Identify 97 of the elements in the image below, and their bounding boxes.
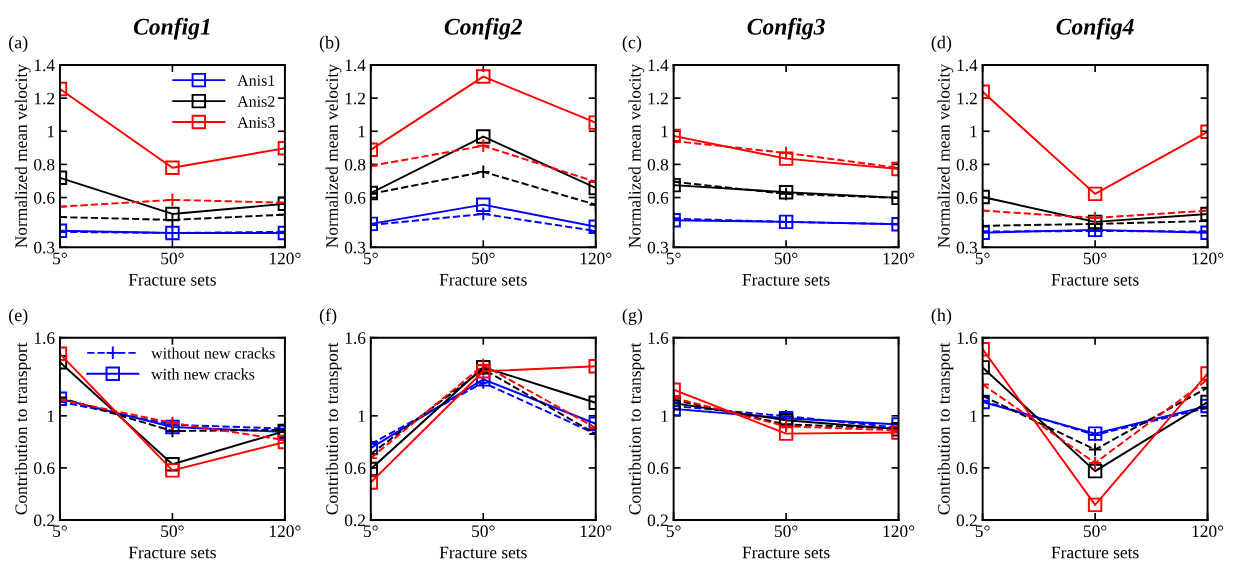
y-tick-label: 1.6	[957, 332, 978, 344]
y-tick-label: 1.4	[34, 59, 55, 72]
y-tick-label: 1	[661, 410, 668, 422]
text: (g)	[622, 308, 643, 325]
y-tick-label: 0.3	[344, 241, 366, 254]
x-axis-title: Fracture sets	[742, 546, 830, 559]
y-axis-title: Contribution to transport	[937, 342, 954, 515]
x-tick-label: 5°	[364, 525, 378, 538]
x-axis-title: Fracture sets	[742, 274, 830, 286]
legend-label: without new cracks	[151, 347, 275, 359]
y-tick-label: 1	[661, 125, 668, 138]
y-tick-label: 1	[47, 125, 55, 138]
x-axis-title: Fracture sets	[1051, 546, 1139, 559]
y-axis-title: Normalized mean velocity	[325, 64, 342, 248]
chart-title: Config1	[133, 17, 210, 40]
x-tick-label: 50°	[472, 252, 495, 265]
y-tick-label: 0.2	[34, 514, 55, 527]
y-axis-title: Normalized mean velocity	[628, 64, 645, 248]
text: (c)	[622, 35, 642, 53]
chart-title: Config2	[444, 17, 523, 40]
y-tick-label: 1.6	[648, 332, 669, 344]
chart-title: Config4	[1056, 17, 1134, 40]
x-tick-label: 50°	[1083, 525, 1107, 538]
y-tick-label: 1.2	[957, 92, 977, 105]
x-tick-label: 120°	[1192, 252, 1224, 265]
y-tick-label: 1.4	[648, 59, 669, 72]
x-tick-label: 120°	[269, 252, 301, 265]
x-tick-label: 120°	[580, 252, 612, 265]
y-axis-title: Contribution to transport	[14, 342, 31, 515]
y-tick-label: 0.2	[956, 514, 977, 527]
x-tick-label: 5°	[975, 525, 990, 538]
chart-title: Config3	[747, 17, 825, 40]
y-axis-title: Normalized mean velocity	[937, 64, 954, 248]
y-tick-label: 0.6	[34, 462, 55, 475]
y-tick-label: 0.8	[647, 158, 669, 171]
x-tick-label: 50°	[472, 525, 495, 538]
text: (e)	[9, 308, 28, 325]
y-tick-label: 1	[358, 410, 365, 422]
x-tick-label: 50°	[1083, 252, 1107, 265]
y-axis-title: Contribution to transport	[325, 342, 342, 515]
y-axis-title: Contribution to transport	[628, 342, 645, 515]
x-tick-label: 5°	[975, 252, 990, 265]
y-tick-label: 1	[970, 125, 977, 138]
y-tick-label: 0.3	[647, 241, 669, 254]
x-tick-label: 50°	[774, 525, 798, 538]
x-tick-label: 50°	[161, 525, 184, 538]
x-tick-label: 120°	[269, 525, 301, 538]
x-axis-title: Fracture sets	[439, 546, 527, 559]
y-tick-label: 1.4	[345, 59, 366, 72]
text: (h)	[931, 308, 952, 325]
y-tick-label: 1.4	[957, 59, 978, 72]
legend-label: with new cracks	[151, 368, 255, 380]
x-tick-label: 5°	[53, 525, 67, 538]
x-axis-title: Fracture sets	[439, 274, 527, 286]
y-axis-title: Normalized mean velocity	[14, 64, 31, 248]
x-tick-label: 5°	[364, 252, 378, 265]
y-tick-label: 0.8	[956, 158, 978, 171]
x-tick-label: 120°	[883, 525, 915, 538]
x-axis-title: Fracture sets	[1051, 274, 1139, 286]
x-axis-title: Fracture sets	[128, 546, 216, 559]
y-tick-label: 0.2	[647, 514, 668, 527]
x-tick-label: 5°	[666, 525, 681, 538]
y-tick-label: 1.2	[34, 92, 55, 105]
legend-label: Anis2	[237, 96, 275, 107]
y-tick-label: 0.6	[956, 462, 978, 475]
y-tick-label: 0.6	[344, 192, 366, 204]
x-tick-label: 5°	[666, 252, 681, 265]
x-axis-title: Fracture sets	[128, 274, 216, 286]
x-tick-label: 50°	[161, 252, 184, 265]
x-tick-label: 50°	[774, 252, 798, 265]
y-tick-label: 1.2	[345, 92, 365, 105]
x-tick-label: 120°	[883, 252, 915, 265]
text: (a)	[9, 35, 28, 53]
x-tick-label: 120°	[580, 525, 612, 538]
y-tick-label: 1	[970, 410, 977, 422]
y-tick-label: 0.6	[34, 192, 55, 204]
y-tick-label: 1.2	[648, 92, 668, 105]
y-tick-label: 1	[47, 410, 55, 422]
y-tick-label: 0.6	[344, 462, 366, 475]
y-tick-label: 0.3	[34, 241, 55, 254]
y-tick-label: 0.6	[647, 192, 669, 204]
y-tick-label: 1.6	[345, 332, 366, 344]
y-tick-label: 1.6	[34, 332, 55, 344]
legend-label: Anis1	[237, 75, 275, 86]
y-tick-label: 1	[358, 125, 365, 138]
text: (f)	[319, 308, 337, 325]
y-tick-label: 0.6	[647, 462, 669, 475]
legend-label: Anis3	[237, 117, 275, 128]
x-tick-label: 120°	[1192, 525, 1224, 538]
y-tick-label: 0.8	[34, 158, 55, 171]
x-tick-label: 5°	[53, 252, 67, 265]
y-tick-label: 0.8	[344, 158, 366, 171]
text: (d)	[931, 35, 952, 53]
y-tick-label: 0.3	[956, 241, 978, 254]
text: (b)	[319, 35, 340, 53]
y-tick-label: 0.6	[956, 192, 978, 204]
y-tick-label: 0.2	[344, 514, 365, 527]
